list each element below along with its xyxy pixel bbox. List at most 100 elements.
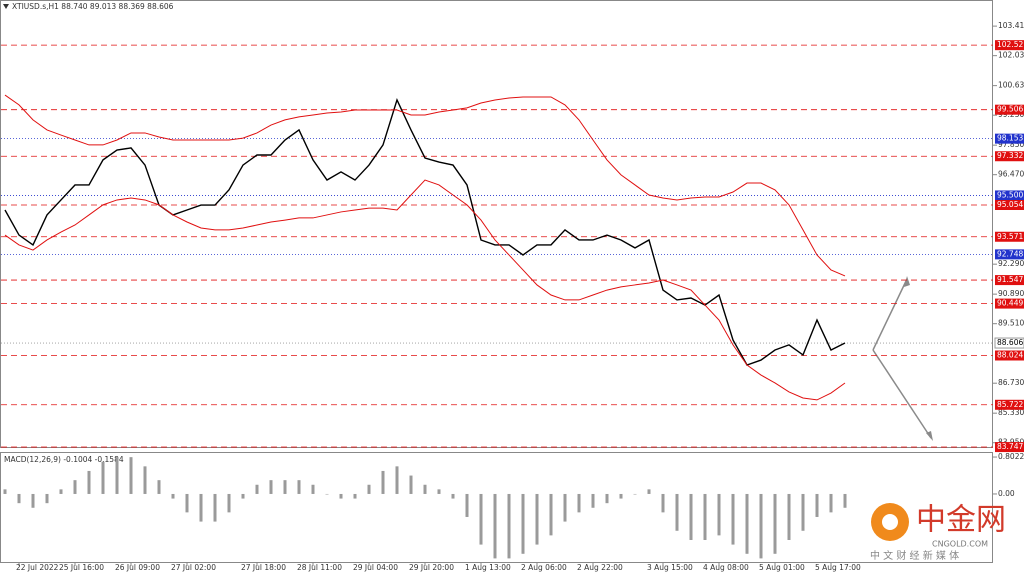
macd-bar (59, 489, 63, 494)
level-label: 92.748 (997, 249, 1023, 258)
x-tick-label: 29 Jul 20:00 (409, 563, 454, 572)
macd-bar (647, 489, 651, 494)
y-tick-label: 97.850 (998, 140, 1024, 149)
macd-bar (661, 493, 665, 513)
level-box (995, 190, 1024, 201)
macd-title: MACD(12,26,9) -0.1004 -0.1584 (4, 455, 124, 464)
macd-bar (3, 489, 7, 494)
macd-bar (241, 493, 245, 499)
level-label: 88.606 (997, 338, 1023, 347)
level-label: 95.500 (997, 190, 1023, 199)
macd-bar (801, 493, 805, 531)
macd-bar (717, 493, 721, 536)
level-label: 90.449 (997, 299, 1023, 308)
macd-bar (339, 493, 343, 499)
x-tick-label: 26 Jul 09:00 (115, 563, 160, 572)
main-pane (0, 0, 993, 448)
y-tick-label: 0.00 (998, 489, 1015, 498)
x-tick-label: 22 Jul 2022 (16, 563, 59, 572)
macd-bar (311, 484, 315, 494)
macd-bar (619, 493, 623, 499)
macd-bar (423, 484, 427, 494)
macd-bar (787, 493, 791, 540)
macd-bar (395, 466, 399, 494)
macd-bar (633, 493, 637, 495)
macd-bar (675, 493, 679, 531)
level-label: 98.153 (997, 134, 1023, 143)
macd-bar (353, 493, 357, 499)
level-box (995, 399, 1024, 410)
macd-bar (591, 493, 595, 508)
up-arrow-head (904, 276, 910, 287)
y-tick-label: 0.8022 (998, 452, 1024, 461)
macd-bar (367, 484, 371, 494)
macd-bar (479, 493, 483, 545)
chart-title: XTIUSD.s,H1 88.740 89.013 88.369 88.606 (12, 2, 174, 11)
level-box (995, 200, 1024, 211)
level-label: 83.747 (997, 442, 1023, 451)
y-tick-label: 89.510 (998, 319, 1024, 328)
slogan: 中 文 财 经 新 媒 体 (870, 549, 959, 562)
level-label: 93.571 (997, 232, 1023, 241)
y-tick-label: 85.330 (998, 408, 1024, 417)
macd-bar (101, 461, 105, 494)
macd-pane (0, 452, 993, 563)
level-label: 97.332 (997, 151, 1023, 160)
macd-bar (73, 480, 77, 494)
macd-bar (563, 493, 567, 522)
macd-bar (829, 493, 833, 513)
macd-bar (255, 484, 259, 494)
macd-bar (143, 466, 147, 494)
x-tick-label: 25 Jul 16:00 (59, 563, 104, 572)
up-arrow (872, 278, 908, 351)
level-box (994, 337, 1024, 349)
macd-bar (437, 489, 441, 494)
macd-bar (493, 493, 497, 559)
macd-bar (409, 475, 413, 494)
macd-bar (115, 457, 119, 494)
level-box (995, 249, 1024, 260)
macd-bar (213, 493, 217, 522)
macd-bar (283, 480, 287, 494)
menu-icon[interactable] (3, 4, 9, 9)
level-label: 88.024 (997, 351, 1023, 360)
macd-bar (31, 493, 35, 508)
macd-bar (297, 480, 301, 494)
level-label: 91.547 (997, 275, 1023, 284)
macd-bar (549, 493, 553, 536)
x-tick-label: 1 Aug 13:00 (465, 563, 511, 572)
watermark: 中金网 CNGOLD.COM 中 文 财 经 新 媒 体 (870, 503, 1006, 563)
level-box (995, 298, 1024, 309)
macd-bar (451, 493, 455, 499)
macd-bar (843, 493, 847, 508)
macd-bar (185, 493, 189, 513)
macd-bar (465, 493, 469, 517)
macd-bar (269, 480, 273, 494)
macd-bar (731, 493, 735, 545)
level-label: 95.054 (997, 200, 1023, 209)
macd-bar (815, 493, 819, 517)
macd-bar (521, 493, 525, 554)
macd-bar (381, 470, 385, 494)
y-tick-label: 96.470 (998, 170, 1024, 179)
level-label: 102.521 (997, 40, 1024, 49)
brand: 中金网 (916, 503, 1006, 538)
logo-inner (882, 514, 898, 530)
macd-bar (227, 493, 231, 513)
level-box (995, 350, 1024, 361)
macd-bar (157, 480, 161, 494)
x-tick-label: 27 Jul 18:00 (241, 563, 286, 572)
macd-bar (605, 493, 609, 504)
level-box (995, 275, 1024, 286)
y-tick-label: 90.890 (998, 289, 1024, 298)
site: CNGOLD.COM (932, 540, 988, 549)
macd-bar (773, 493, 777, 554)
macd-bar (325, 493, 329, 495)
level-box (995, 442, 1024, 453)
series-line (4, 94, 846, 277)
x-tick-label: 27 Jul 02:00 (171, 563, 216, 572)
down-arrow-head (926, 431, 933, 441)
level-label: 85.722 (997, 400, 1023, 409)
